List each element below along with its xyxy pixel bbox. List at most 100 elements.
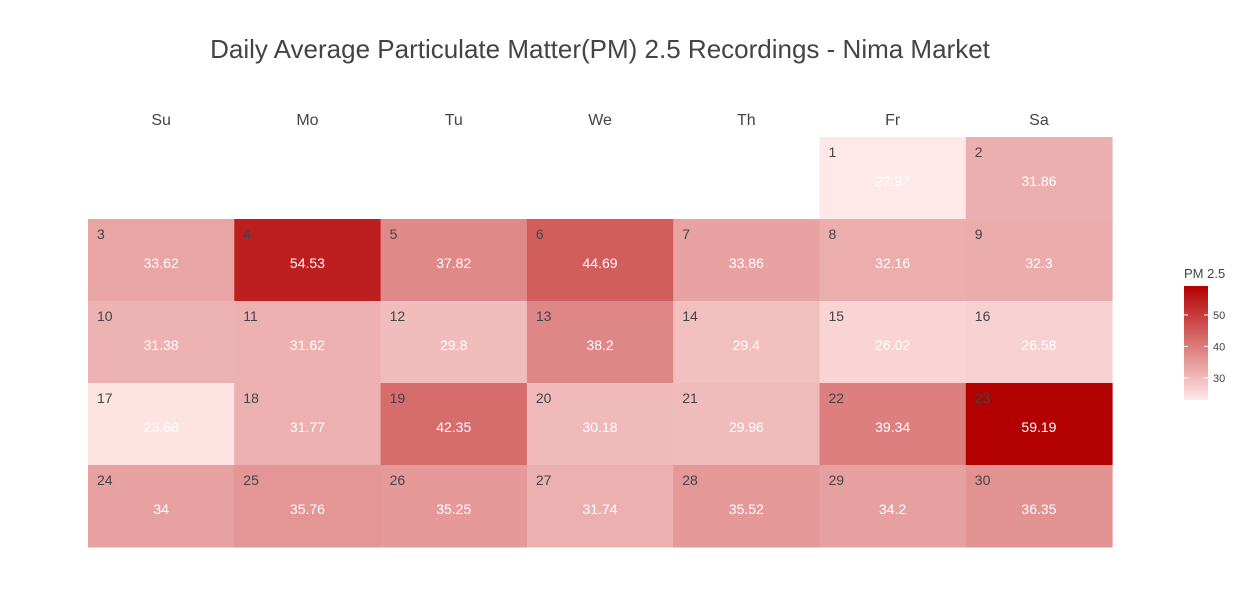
day-number: 22 (829, 390, 845, 406)
day-cell: 10 31.38 (88, 301, 235, 384)
legend-tick-label: 50 (1213, 310, 1225, 322)
day-cell-fill (380, 219, 528, 302)
day-number: 10 (97, 308, 113, 324)
day-number: 14 (682, 308, 698, 324)
day-cell-fill (673, 219, 820, 302)
day-value: 35.76 (290, 501, 325, 517)
day-value: 36.35 (1021, 501, 1056, 517)
day-value: 31.77 (290, 419, 325, 435)
day-cell-fill (380, 465, 528, 548)
day-cell-fill (234, 219, 382, 302)
day-value: 26.02 (875, 337, 910, 353)
day-cell: 25 35.76 (234, 465, 382, 548)
day-value: 26.58 (1021, 337, 1056, 353)
day-cell: 15 26.02 (819, 301, 967, 384)
day-number: 23 (975, 390, 991, 406)
day-value: 23.68 (144, 419, 179, 435)
day-cell: 832.16 (819, 219, 967, 302)
day-number: 5 (390, 226, 398, 242)
day-number: 3 (97, 226, 105, 242)
day-value: 59.19 (1021, 419, 1056, 435)
day-value: 32.3 (1025, 255, 1052, 271)
day-cell: 22 39.34 (819, 383, 967, 466)
day-value: 35.25 (436, 501, 471, 517)
day-value: 33.62 (144, 255, 179, 271)
day-value: 35.52 (729, 501, 764, 517)
weekday-label: We (588, 112, 612, 129)
day-value: 31.74 (583, 501, 618, 517)
day-cell-fill (526, 465, 674, 548)
weekday-label: Sa (1029, 112, 1049, 129)
day-number: 19 (390, 390, 406, 406)
day-number: 16 (975, 308, 991, 324)
day-number: 29 (829, 472, 845, 488)
day-cell: 28 35.52 (673, 465, 820, 548)
weekday-label: Mo (296, 112, 318, 129)
day-value: 34 (153, 501, 169, 517)
day-value: 44.69 (583, 255, 618, 271)
legend-tick-label: 30 (1213, 373, 1225, 385)
day-cell: 13 38.2 (526, 301, 674, 384)
day-cell-fill (965, 465, 1113, 548)
day-cell-fill (965, 219, 1113, 302)
day-number: 6 (536, 226, 544, 242)
day-cell: 454.53 (234, 219, 382, 302)
day-cell-fill (673, 465, 820, 548)
weekday-label: Fr (885, 112, 901, 129)
day-cell-fill (380, 383, 528, 466)
day-cell-fill (380, 301, 528, 384)
day-value: 34.2 (879, 501, 906, 517)
day-cell: 29 34.2 (819, 465, 967, 548)
day-cell: 26 35.25 (380, 465, 528, 548)
day-cell-fill (234, 301, 382, 384)
day-number: 28 (682, 472, 698, 488)
day-cell: 16 26.58 (965, 301, 1113, 384)
day-cell-fill (965, 301, 1113, 384)
legend-tick-label: 40 (1213, 341, 1225, 353)
day-number: 18 (243, 390, 259, 406)
day-cell: 18 31.77 (234, 383, 382, 466)
day-value: 29.8 (440, 337, 467, 353)
day-value: 29.96 (729, 419, 764, 435)
chart-title: Daily Average Particulate Matter(PM) 2.5… (210, 34, 991, 64)
day-cell: 333.62 (88, 219, 235, 302)
day-cell: 733.86 (673, 219, 820, 302)
day-number: 17 (97, 390, 113, 406)
day-number: 15 (829, 308, 845, 324)
day-cell-fill (819, 219, 967, 302)
day-number: 9 (975, 226, 983, 242)
day-number: 21 (682, 390, 698, 406)
day-cell-fill (819, 465, 967, 548)
day-number: 8 (829, 226, 837, 242)
weekday-label: Su (151, 112, 171, 129)
day-number: 26 (390, 472, 406, 488)
day-cell-fill (819, 137, 967, 220)
day-value: 42.35 (436, 419, 471, 435)
day-cell-fill (819, 301, 967, 384)
day-cell: 17 23.68 (88, 383, 235, 466)
day-value: 38.2 (586, 337, 613, 353)
day-number: 24 (97, 472, 113, 488)
day-value: 31.86 (1021, 173, 1056, 189)
day-cell: 23 59.19 (965, 383, 1113, 466)
day-cell: 27 31.74 (526, 465, 674, 548)
day-value: 33.86 (729, 255, 764, 271)
day-cell: 20 30.18 (526, 383, 674, 466)
day-value: 54.53 (290, 255, 325, 271)
day-cell: 231.86 (965, 137, 1113, 220)
day-value: 39.34 (875, 419, 910, 435)
day-number: 27 (536, 472, 552, 488)
legend-ticks: 30 40 50 (1184, 310, 1225, 385)
weekday-label: Th (737, 112, 756, 129)
weekday-labels: Su Mo Tu We Th Fr Sa (151, 112, 1048, 129)
day-cell-fill (88, 465, 235, 548)
day-cell-fill (88, 383, 235, 466)
day-cell: 19 42.35 (380, 383, 528, 466)
day-number: 30 (975, 472, 991, 488)
color-legend: PM 2.5 30 40 50 (1184, 266, 1225, 400)
day-cell: 11 31.62 (234, 301, 382, 384)
day-cell-fill (526, 383, 674, 466)
day-cell-fill (88, 219, 235, 302)
day-value: 37.82 (436, 255, 471, 271)
